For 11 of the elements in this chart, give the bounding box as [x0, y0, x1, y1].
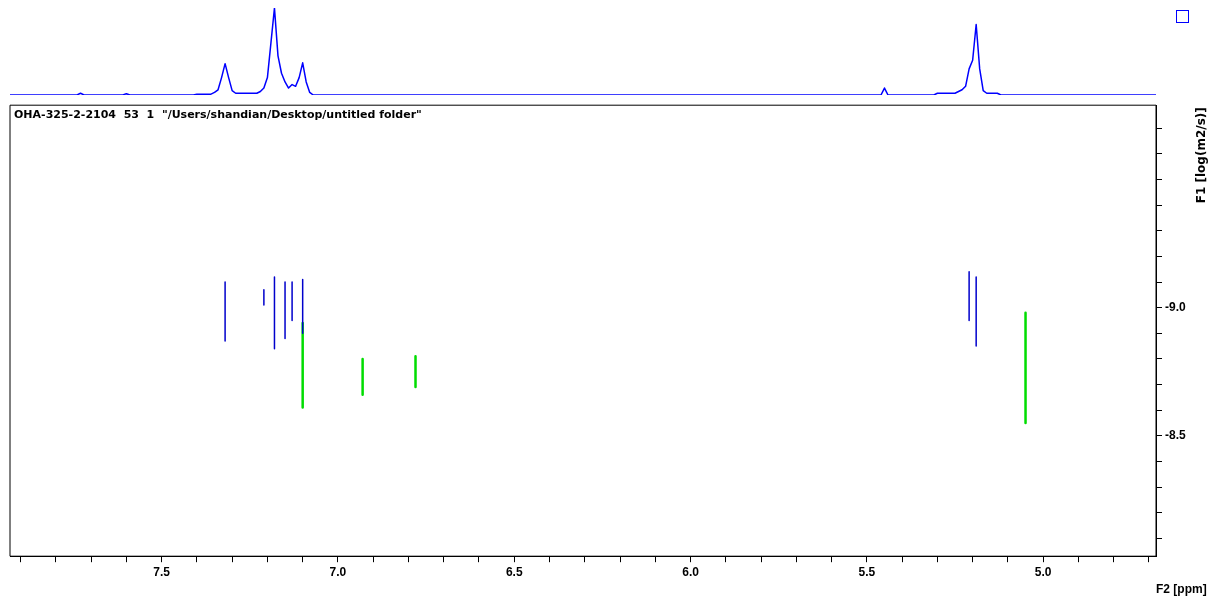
y-tick-label: -9.0: [1165, 299, 1186, 314]
y-tick-label: -8.5: [1165, 428, 1186, 443]
x-tick-label: 6.5: [505, 564, 523, 579]
x-tick-label: 5.0: [1034, 564, 1052, 579]
annotation: OHA-325-2-2104 53 1 "/Users/shandian/Desktop/untitled folder": [14, 107, 422, 121]
x-tick-label: 7.0: [329, 564, 347, 579]
x-axis-title: F2 [ppm]: [1156, 582, 1207, 597]
x-tick-label: 5.5: [858, 564, 876, 579]
y-axis-title: F1 [log(m2/s)]: [1194, 107, 1209, 204]
x-tick-label: 7.5: [153, 564, 171, 579]
x-tick-label: 6.0: [682, 564, 700, 579]
